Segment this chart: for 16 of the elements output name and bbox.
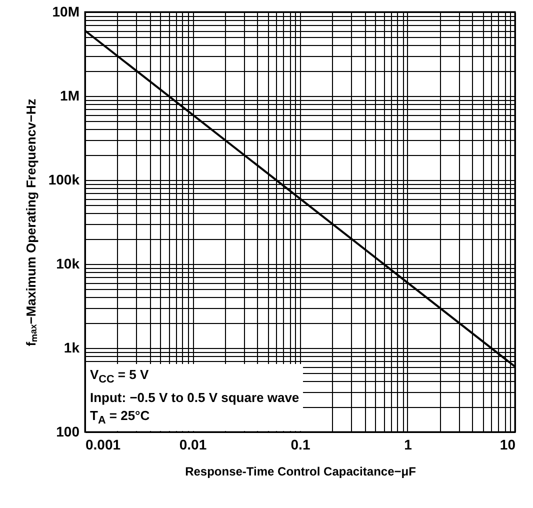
annotation: V$_{CC}$ = 5 V — [90, 366, 150, 388]
y-tick-label: 1M — [60, 88, 80, 104]
y-tick-label: 1k — [64, 340, 80, 356]
y-tick-label: 10M — [52, 4, 80, 20]
x-tick-label: 0.001 — [86, 436, 121, 452]
annotation: Input: −0.5 V to 0.5 V square wave — [90, 388, 300, 407]
y-tick-label: 100 — [56, 424, 80, 440]
x-tick-label: 1 — [404, 436, 412, 452]
x-tick-label: 10 — [500, 436, 516, 452]
y-tick-label: 10k — [56, 256, 80, 272]
x-tick-label: 0.1 — [290, 436, 310, 452]
y-axis-title: fₘₐₓ−Maximum Operating Frequencv−Hz — [23, 98, 38, 346]
annotation: T$_{A}$ = 25°C — [90, 406, 151, 428]
x-axis-title: Response-Time Control Capacitance−μF — [185, 464, 416, 478]
x-tick-label: 0.01 — [179, 436, 207, 452]
y-tick-label: 100k — [48, 172, 80, 188]
